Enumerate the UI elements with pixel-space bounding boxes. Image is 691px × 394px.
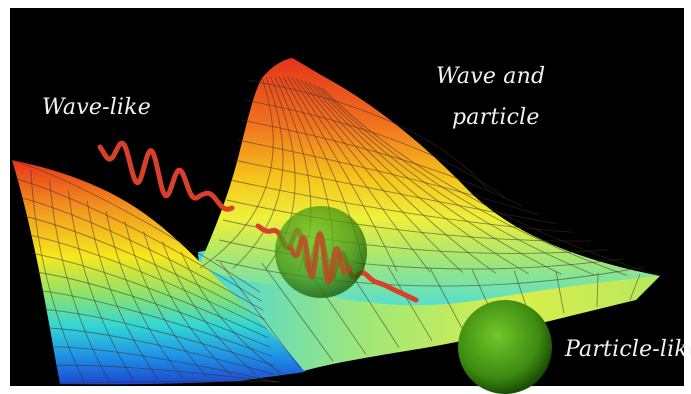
wave-inside-sphere (287, 231, 353, 285)
surface-mesh-lines (11, 76, 661, 385)
wave-and-label: Wave and (436, 64, 546, 89)
particle-sphere (458, 300, 552, 394)
particle-like-label: Particle-like (565, 337, 691, 362)
wave-like-label: Wave-like (42, 95, 151, 120)
particle-label: particle (452, 105, 540, 130)
